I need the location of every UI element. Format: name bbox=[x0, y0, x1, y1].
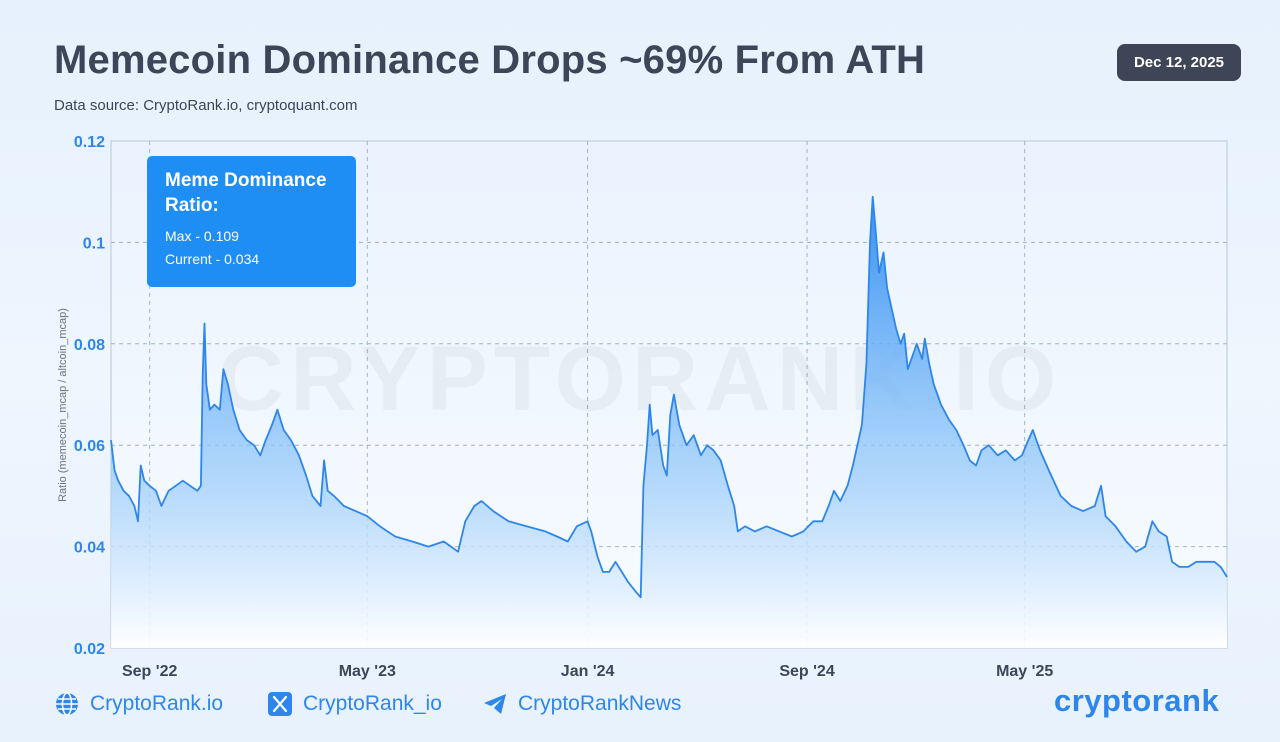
date-badge: Dec 12, 2025 bbox=[1117, 44, 1241, 81]
y-tick-label: 0.12 bbox=[74, 134, 105, 151]
series-line bbox=[110, 195, 1228, 599]
footer-x-link[interactable]: CryptoRank_io bbox=[267, 690, 442, 718]
y-axis-label: Ratio (memecoin_mcap / altcoin_mcap) bbox=[57, 308, 69, 502]
footer-telegram-text: CryptoRankNews bbox=[518, 692, 682, 715]
footer-website-link[interactable]: CryptoRank.io bbox=[54, 690, 223, 718]
footer-x-text: CryptoRank_io bbox=[303, 692, 442, 715]
y-tick-label: 0.02 bbox=[74, 641, 105, 658]
y-axis-ticks: 0.02 0.04 0.06 0.08 0.1 0.12 bbox=[74, 134, 105, 658]
data-source-subtitle: Data source: CryptoRank.io, cryptoquant.… bbox=[54, 97, 358, 114]
series-area bbox=[111, 196, 1227, 649]
x-tick-label: May '25 bbox=[996, 663, 1053, 680]
x-tick-label: Sep '24 bbox=[779, 663, 834, 680]
x-axis-ticks: Sep '22 May '23 Jan '24 Sep '24 May '25 bbox=[122, 663, 1053, 680]
footer-website-text: CryptoRank.io bbox=[90, 692, 224, 715]
x-tick-label: Sep '22 bbox=[122, 663, 177, 680]
globe-icon bbox=[54, 691, 80, 717]
x-tick-label: May '23 bbox=[339, 663, 396, 680]
telegram-icon bbox=[482, 691, 508, 717]
annotation-current: Current - 0.034 bbox=[165, 251, 260, 267]
footer-telegram-link[interactable]: CryptoRankNews bbox=[482, 690, 681, 718]
y-tick-label: 0.06 bbox=[74, 438, 105, 455]
y-tick-label: 0.1 bbox=[83, 235, 105, 252]
annotation-title: Meme Dominance Ratio: bbox=[165, 170, 327, 216]
brand-logo: cryptorank bbox=[1054, 683, 1220, 718]
page-title: Memecoin Dominance Drops ~69% From ATH bbox=[54, 38, 926, 82]
annotation-box: Meme Dominance Ratio: Max - 0.109 Curren… bbox=[147, 156, 356, 287]
y-tick-label: 0.08 bbox=[74, 337, 105, 354]
x-tick-label: Jan '24 bbox=[561, 663, 615, 680]
annotation-max: Max - 0.109 bbox=[165, 228, 239, 244]
y-tick-label: 0.04 bbox=[74, 540, 105, 557]
x-logo-icon bbox=[267, 691, 293, 717]
